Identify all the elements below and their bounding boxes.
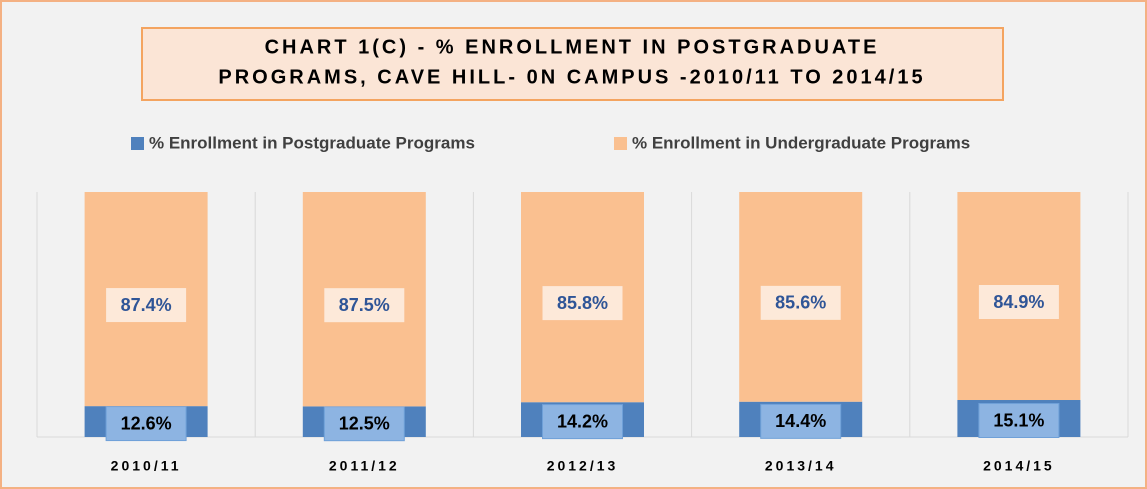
x-tick-label: 2014/15 [983,458,1055,474]
data-label: 87.4% [121,295,172,315]
legend-swatch [614,137,627,150]
legend-swatch [131,137,144,150]
chart-title: CHART 1(C) - % ENROLLMENT IN POSTGRADUAT… [265,36,880,58]
chart-title: PROGRAMS, CAVE HILL- 0N CAMPUS -2010/11 … [218,66,925,88]
data-label: 85.8% [557,293,608,313]
legend-label: % Enrollment in Postgraduate Programs [149,133,475,152]
data-label-box [542,286,623,321]
data-label: 12.6% [121,413,172,433]
data-label: 14.2% [557,411,608,431]
data-label-box [760,285,841,320]
data-label: 87.5% [339,295,390,315]
data-label-box [542,404,623,440]
data-label-box [978,403,1060,439]
data-label: 84.9% [993,292,1044,312]
x-tick-label: 2012/13 [547,458,619,474]
data-label-box [105,406,187,442]
data-label: 15.1% [993,410,1044,430]
data-label-box [323,406,405,442]
title-box [141,27,1004,101]
data-label-box [324,288,405,323]
legend-label: % Enrollment in Undergraduate Programs [632,133,970,152]
data-label: 14.4% [775,411,826,431]
data-label-box [760,403,842,439]
data-label: 12.5% [339,413,390,433]
x-tick-label: 2011/12 [329,458,400,474]
data-label-box [106,288,187,323]
data-label-box [978,285,1059,320]
x-tick-label: 2013/14 [765,458,837,474]
data-label: 85.6% [775,293,826,313]
x-tick-label: 2010/11 [111,458,182,474]
